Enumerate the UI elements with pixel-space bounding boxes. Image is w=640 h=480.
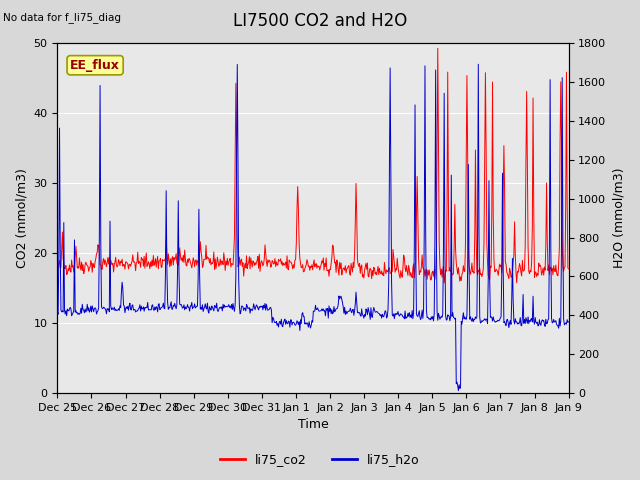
Text: EE_flux: EE_flux bbox=[70, 59, 120, 72]
X-axis label: Time: Time bbox=[298, 419, 328, 432]
Text: LI7500 CO2 and H2O: LI7500 CO2 and H2O bbox=[233, 12, 407, 30]
Text: No data for f_li75_diag: No data for f_li75_diag bbox=[3, 12, 121, 23]
Y-axis label: CO2 (mmol/m3): CO2 (mmol/m3) bbox=[15, 168, 28, 268]
Legend: li75_co2, li75_h2o: li75_co2, li75_h2o bbox=[215, 448, 425, 471]
Y-axis label: H2O (mmol/m3): H2O (mmol/m3) bbox=[612, 168, 625, 268]
